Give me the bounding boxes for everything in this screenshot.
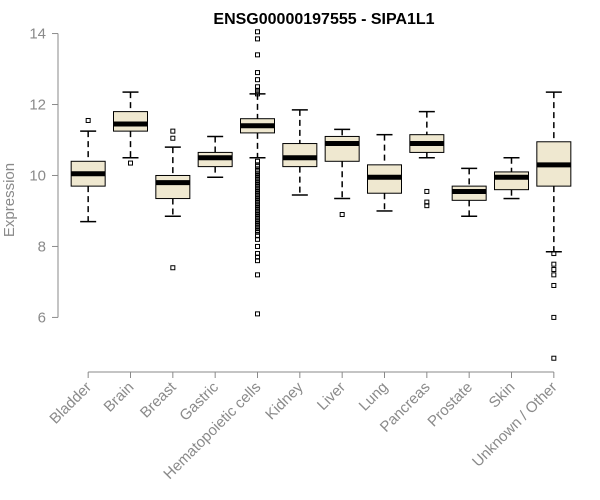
- iqr-box: [494, 171, 529, 191]
- chart-title: ENSG00000197555 - SIPA1L1: [213, 11, 434, 28]
- y-tick-label: 8: [38, 238, 46, 255]
- outlier-point: [255, 36, 260, 42]
- x-tick-label: Kidney: [262, 378, 307, 423]
- y-tick-label: 6: [38, 309, 46, 326]
- outlier-point: [551, 272, 557, 278]
- y-axis: 6 8 10 12 14: [29, 26, 59, 326]
- box-unknown-other: [536, 91, 572, 361]
- outlier-point: [339, 212, 345, 218]
- outlier-point: [255, 29, 260, 35]
- box-gastric: [197, 135, 233, 179]
- outlier-point: [85, 117, 91, 123]
- box-liver: [324, 128, 360, 218]
- x-tick-label: Brain: [101, 379, 138, 416]
- box-series: [70, 29, 572, 361]
- x-tick-label: Lung: [356, 379, 392, 415]
- outlier-point: [255, 70, 260, 76]
- outlier-point: [551, 261, 557, 267]
- outlier-point: [128, 160, 133, 166]
- outlier-point: [255, 91, 260, 97]
- box-breast: [155, 128, 191, 271]
- x-tick-label: Breast: [137, 378, 180, 421]
- outlier-point: [170, 135, 176, 141]
- outlier-point: [551, 355, 557, 361]
- outlier-point: [255, 236, 260, 242]
- box-brain: [113, 91, 148, 166]
- x-tick-label: Skin: [486, 379, 519, 412]
- outlier-point: [255, 77, 260, 83]
- iqr-box: [155, 174, 191, 200]
- box-bladder: [70, 117, 106, 223]
- outlier-point: [424, 203, 430, 209]
- outlier-point: [551, 314, 557, 320]
- iqr-box: [324, 135, 360, 162]
- box-prostate: [451, 167, 487, 218]
- outlier-point: [255, 243, 260, 249]
- box-lung: [367, 133, 402, 212]
- outlier-point: [255, 258, 260, 264]
- y-tick-label: 10: [29, 167, 46, 184]
- outlier-point: [255, 272, 260, 278]
- iqr-box: [113, 111, 148, 132]
- outlier-point: [551, 282, 557, 288]
- outlier-point: [255, 311, 260, 317]
- x-tick-label: Liver: [314, 379, 349, 414]
- box-skin: [494, 156, 529, 200]
- y-tick-label: 12: [29, 97, 46, 114]
- x-tick-label: Prostate: [424, 379, 476, 431]
- outlier-point: [170, 128, 176, 134]
- outlier-point: [551, 251, 557, 257]
- outlier-point: [424, 188, 430, 194]
- box-kidney: [282, 109, 318, 196]
- y-tick-label: 14: [29, 26, 46, 43]
- outlier-point: [551, 267, 557, 273]
- outlier-point: [255, 52, 260, 58]
- iqr-box: [282, 143, 318, 168]
- outlier-point: [170, 265, 176, 271]
- x-tick-label: Bladder: [46, 379, 95, 428]
- box-pancreas: [409, 110, 445, 209]
- y-axis-label: Expression: [1, 163, 18, 237]
- box-hematopoietic-cells: [240, 29, 275, 317]
